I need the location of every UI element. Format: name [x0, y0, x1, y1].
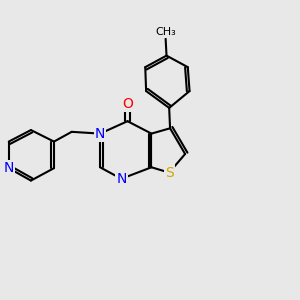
Text: N: N — [116, 172, 127, 186]
Text: CH₃: CH₃ — [155, 28, 176, 38]
Text: N: N — [4, 161, 14, 175]
Text: S: S — [165, 166, 173, 180]
Text: N: N — [95, 127, 105, 141]
Text: O: O — [122, 98, 133, 111]
